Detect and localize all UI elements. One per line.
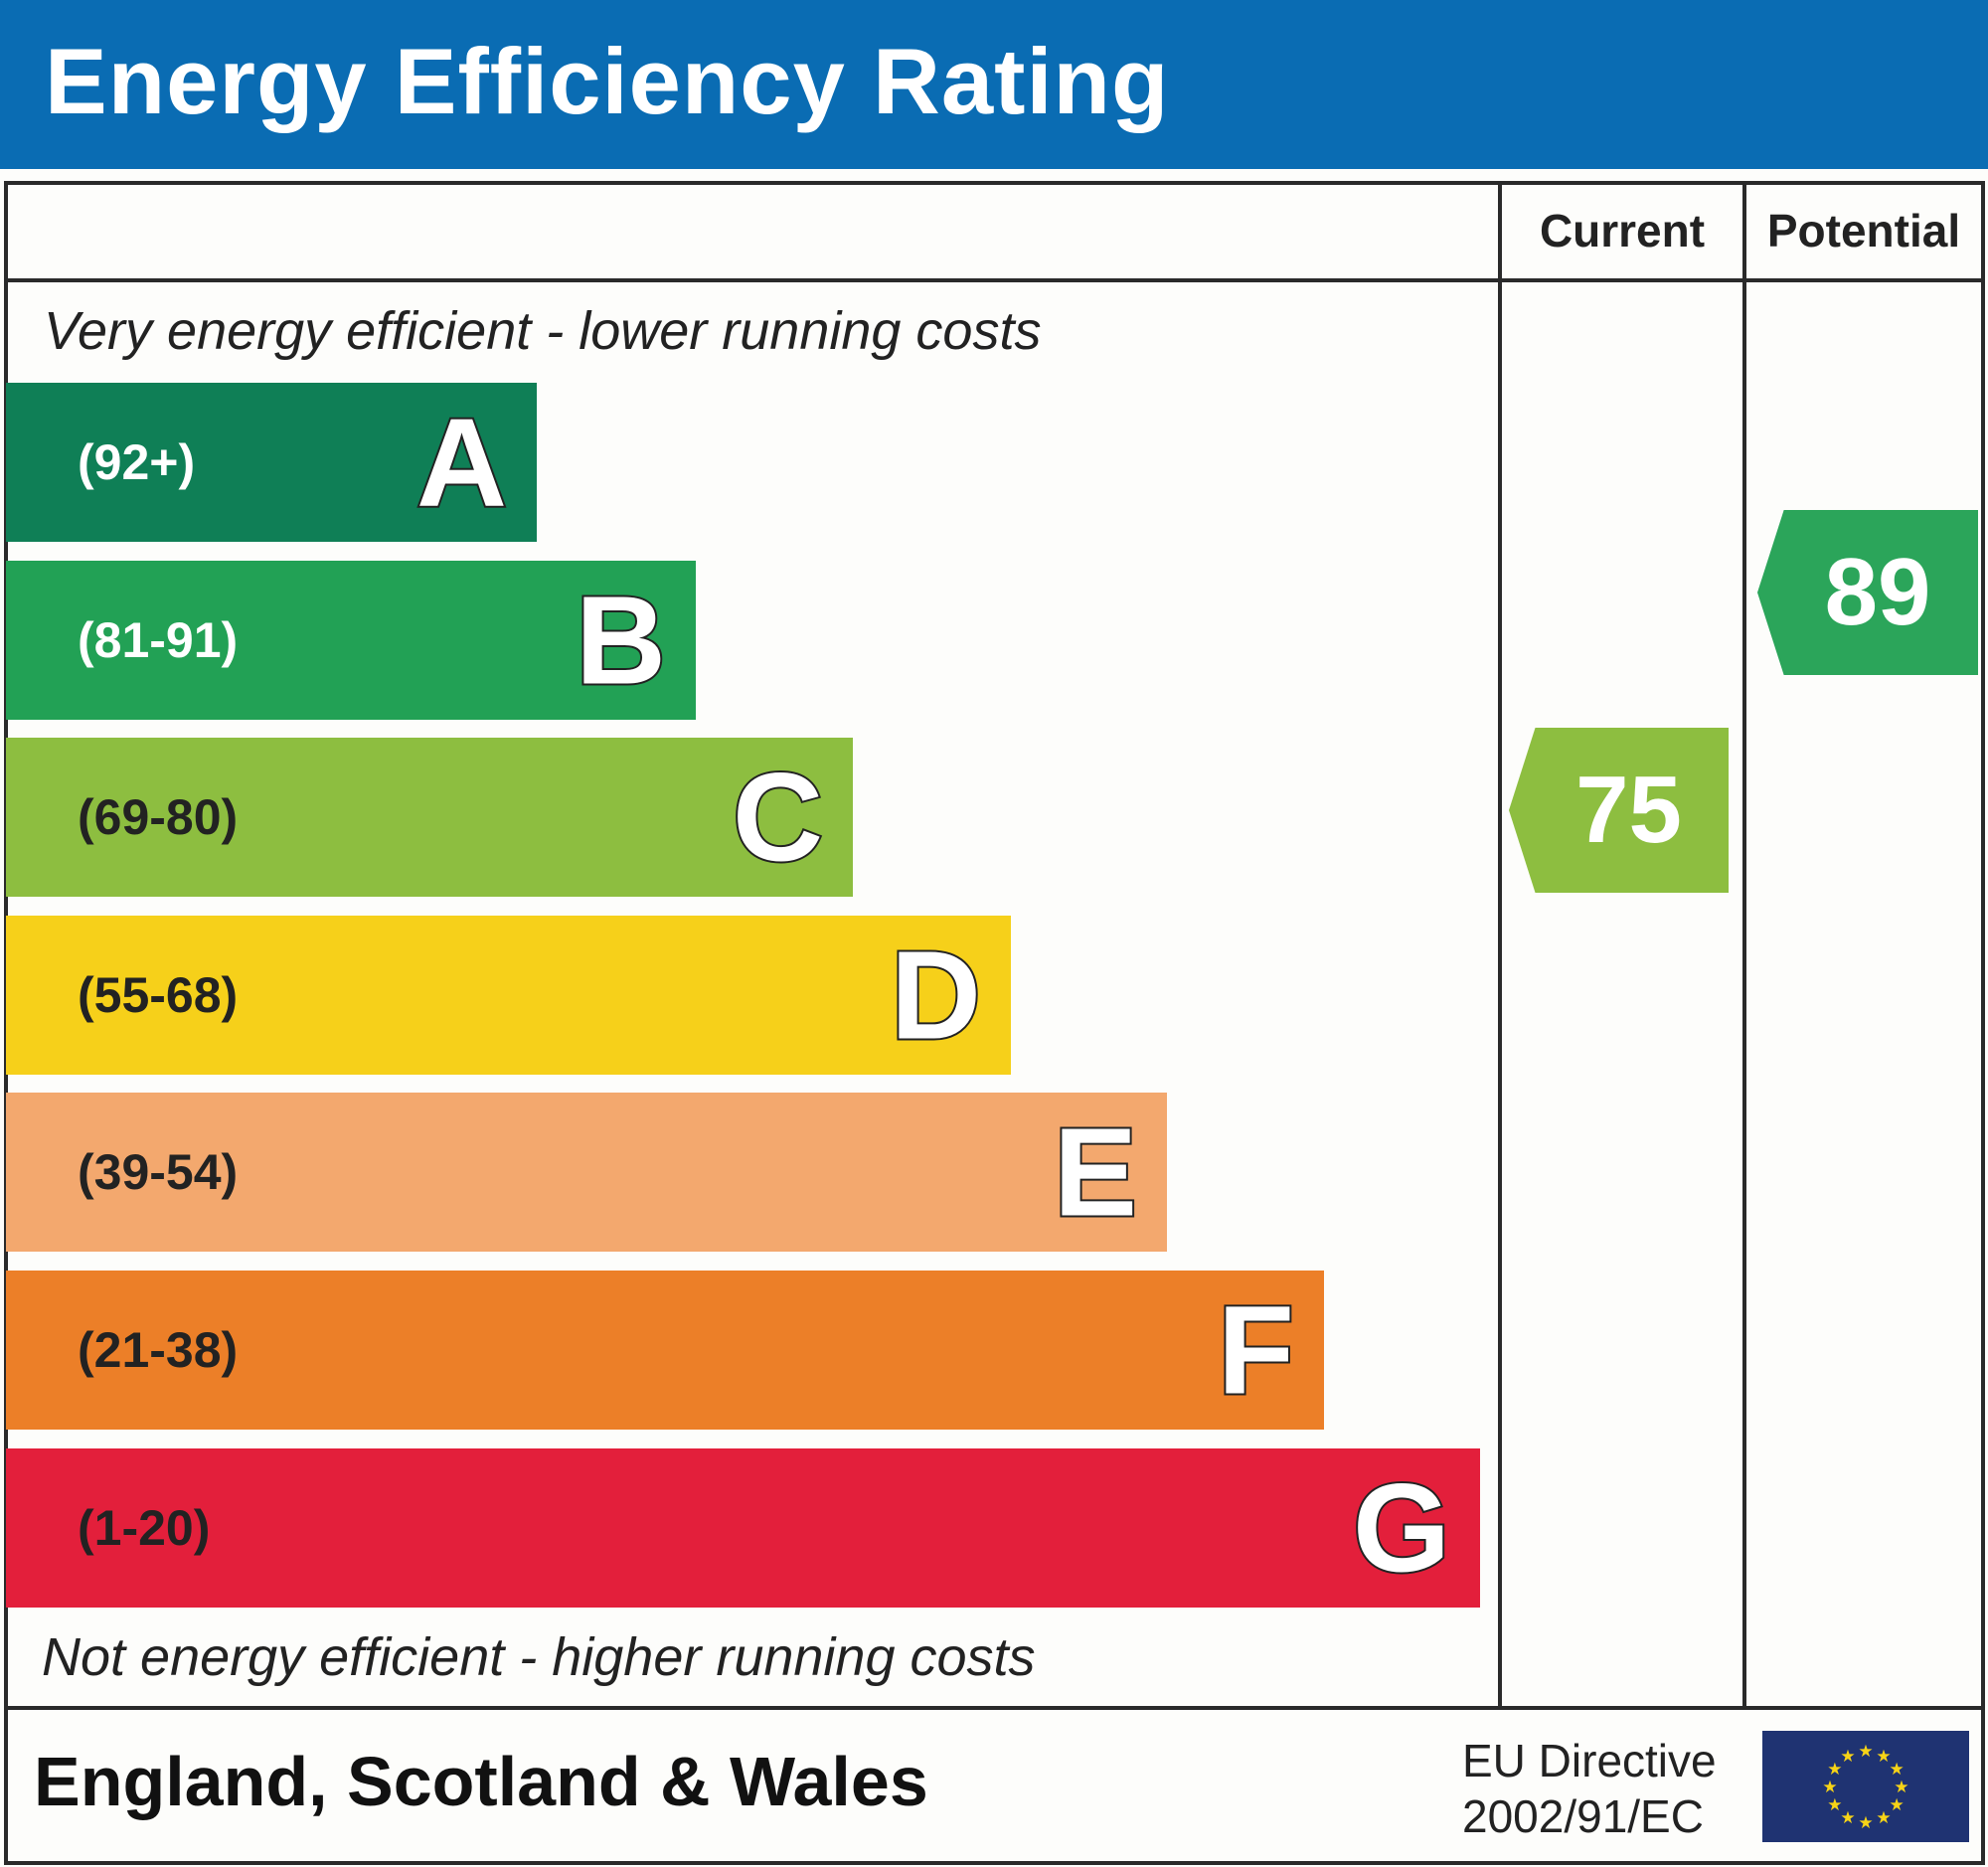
band-range-label: (39-54) bbox=[78, 1144, 239, 1201]
current-column-divider bbox=[1498, 181, 1502, 1708]
band-letter: B bbox=[574, 568, 668, 712]
frame-top bbox=[4, 181, 1984, 185]
band-bar-f: (21-38) F bbox=[6, 1271, 1324, 1430]
potential-rating-value: 89 bbox=[1824, 539, 1931, 645]
top-note: Very energy efficient - lower running co… bbox=[44, 301, 1042, 361]
eu-directive-label: EU Directive bbox=[1462, 1735, 1717, 1786]
band-range-label: (55-68) bbox=[78, 966, 239, 1023]
current-rating-value: 75 bbox=[1575, 757, 1682, 863]
current-column-header: Current bbox=[1539, 205, 1706, 256]
band-bar-d: (55-68) D bbox=[6, 915, 1011, 1075]
eu-star-icon: ★ bbox=[1858, 1742, 1873, 1761]
band-bar-c: (69-80) C bbox=[6, 738, 853, 898]
eu-star-icon: ★ bbox=[1890, 1760, 1905, 1779]
eu-star-icon: ★ bbox=[1827, 1795, 1842, 1814]
header-row-divider bbox=[4, 278, 1984, 282]
band-letter: F bbox=[1216, 1278, 1296, 1423]
band-bar-b: (81-91) B bbox=[6, 560, 696, 720]
band-bar-e: (39-54) E bbox=[6, 1093, 1167, 1253]
header-banner bbox=[0, 0, 1988, 169]
eu-star-icon: ★ bbox=[1876, 1747, 1891, 1766]
band-bar-a: (92+) A bbox=[6, 383, 537, 542]
eu-star-icon: ★ bbox=[1858, 1813, 1873, 1832]
region-label: England, Scotland & Wales bbox=[34, 1743, 928, 1820]
band-letter: A bbox=[414, 391, 509, 535]
potential-column-divider bbox=[1742, 181, 1746, 1708]
potential-rating-arrow: 89 bbox=[1757, 510, 1978, 675]
eu-star-icon: ★ bbox=[1822, 1778, 1837, 1796]
eu-star-icon: ★ bbox=[1876, 1808, 1891, 1827]
eu-star-icon: ★ bbox=[1827, 1760, 1842, 1779]
eu-star-icon: ★ bbox=[1894, 1778, 1908, 1796]
eu-star-icon: ★ bbox=[1840, 1747, 1855, 1766]
band-range-label: (1-20) bbox=[78, 1499, 211, 1556]
current-rating-arrow: 75 bbox=[1509, 728, 1729, 893]
band-range-label: (81-91) bbox=[78, 611, 239, 668]
footer-divider bbox=[4, 1706, 1984, 1710]
chart-title: Energy Efficiency Rating bbox=[45, 29, 1170, 133]
band-range-label: (21-38) bbox=[78, 1322, 239, 1378]
bottom-note: Not energy efficient - higher running co… bbox=[42, 1627, 1036, 1687]
band-letter: D bbox=[889, 923, 983, 1067]
eu-directive-number: 2002/91/EC bbox=[1462, 1790, 1704, 1842]
band-range-label: (69-80) bbox=[78, 789, 239, 846]
band-letter: C bbox=[731, 746, 825, 890]
eu-star-icon: ★ bbox=[1840, 1808, 1855, 1827]
eu-flag-icon: ★ ★ ★ ★ ★ ★ ★ ★ ★ ★ ★ ★ bbox=[1762, 1731, 1969, 1842]
band-range-label: (92+) bbox=[78, 434, 196, 490]
frame-bottom bbox=[4, 1861, 1984, 1865]
potential-column-header: Potential bbox=[1766, 205, 1961, 256]
band-letter: E bbox=[1052, 1101, 1139, 1245]
band-bar-g: (1-20) G bbox=[6, 1447, 1480, 1608]
band-letter: G bbox=[1351, 1455, 1452, 1600]
eu-star-icon: ★ bbox=[1890, 1795, 1905, 1814]
frame-right bbox=[1981, 181, 1985, 1865]
